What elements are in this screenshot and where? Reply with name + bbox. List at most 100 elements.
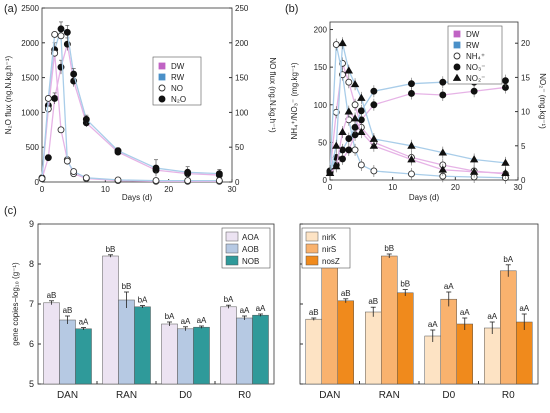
data-point-RW-NO — [57, 32, 65, 40]
y-tick-label-right: 0 — [521, 176, 526, 185]
plot-frame — [41, 7, 233, 183]
data-point-RW-N2O — [82, 115, 90, 123]
legend-label: nosZ — [322, 257, 340, 266]
y-tick-label: 8 — [29, 259, 34, 269]
y-tick-label-left: 150 — [314, 63, 328, 72]
y-axis-label-right: NO₂⁻ (mg.kg⁻¹) — [538, 73, 547, 129]
y-tick-label-left: 1500 — [21, 74, 39, 83]
data-point-RW-N2O — [70, 70, 78, 78]
panel-a-chart: 0 10 20 30050010001500200025000501001502002… — [4, 4, 277, 202]
legend-label: nirS — [322, 245, 336, 254]
data-point-DW-NO2 — [344, 107, 353, 115]
significance-label: aB — [63, 306, 73, 315]
bar-AOA-DAN — [43, 302, 60, 385]
significance-label: aA — [181, 317, 191, 326]
significance-label: aB — [368, 297, 378, 306]
legend-marker — [158, 73, 166, 81]
bar-NOB-D0 — [193, 326, 210, 385]
panel-c-chart: gene copies−log₁₀ (g⁻¹) 5 6 7 8 9 DAN aB aB aA RAN… — [11, 219, 539, 401]
category-label: R0 — [502, 390, 515, 401]
x-tick-label: 30 — [228, 185, 237, 194]
y-tick-label-right: 250 — [235, 4, 249, 13]
bar-AOA-R0 — [220, 306, 237, 385]
legend-label: NO — [171, 84, 183, 93]
data-point-RW-N2O — [152, 164, 160, 172]
bar-AOB-D0 — [177, 328, 194, 385]
legend-marker — [158, 62, 166, 70]
data-point-DW-NH4 — [351, 101, 359, 109]
y-tick-label-left: 200 — [314, 26, 328, 35]
significance-label: bA — [138, 296, 148, 305]
y-tick-label-left: 0 — [323, 176, 328, 185]
y-tick-label-left: 0 — [35, 178, 40, 187]
x-axis-label: Days (d) — [409, 193, 440, 202]
y-tick-label-right: 15 — [521, 73, 530, 82]
plot-frame — [329, 21, 519, 181]
data-point-RW-NO2 — [469, 155, 479, 163]
data-point-DW-NO3 — [370, 101, 378, 109]
data-point-DW-NO2 — [338, 127, 347, 136]
x-tick-label: 20 — [451, 183, 460, 192]
data-point-RW-NO2 — [369, 134, 379, 142]
bar-nirS-D0 — [440, 298, 457, 385]
legend-label: nirK — [322, 233, 337, 242]
data-point-RW-NO3 — [357, 107, 365, 115]
significance-label: aB — [309, 308, 319, 317]
data-point-RW-NO2 — [325, 168, 335, 177]
y-tick-label-left: 100 — [314, 101, 328, 110]
significance-label: bB — [122, 282, 132, 291]
x-tick-label: 10 — [388, 183, 397, 192]
data-point-RW-NO2 — [357, 93, 366, 101]
data-point-RW-NO3 — [345, 135, 353, 143]
y-tick-label-right: 0 — [235, 178, 240, 187]
data-point-RW-NO2 — [344, 66, 353, 74]
y-tick-label-left: 1000 — [21, 108, 39, 117]
data-point-RW-NO2 — [350, 79, 360, 88]
data-point-RW-N2O — [114, 147, 122, 155]
legend-label: RW — [466, 41, 480, 50]
data-point-DW-NO3 — [470, 87, 478, 95]
bar-nirS-RAN — [381, 255, 398, 385]
significance-label: aA — [460, 308, 470, 317]
data-point-RW-NO — [82, 174, 90, 182]
bar-nosZ-RAN — [397, 292, 414, 385]
data-point-RW-NH4 — [408, 170, 415, 178]
data-point-DW-NO2 — [332, 162, 341, 170]
data-point-RW-NO — [70, 168, 78, 176]
y-tick-label-right: 10 — [521, 108, 530, 117]
bar-nirK-D0 — [424, 335, 441, 385]
y-tick-label-left: 2000 — [21, 39, 39, 48]
significance-label: aA — [197, 316, 207, 325]
x-tick-label: 0 — [328, 183, 333, 192]
bar-nirS-R0 — [500, 270, 517, 385]
legend-swatch-AOB — [225, 243, 239, 254]
y-tick-label: 6 — [29, 339, 34, 349]
bar-NOB-RAN — [134, 306, 151, 385]
y-tick-label: 9 — [29, 219, 34, 229]
data-point-DW-NH4 — [345, 78, 353, 86]
legend-marker — [453, 52, 461, 60]
y-axis-label-left: N₂O flux (ng.N.kg.h⁻¹) — [4, 55, 13, 134]
data-point-DW-N2O — [44, 154, 52, 162]
legend-swatch-NOB — [225, 255, 239, 266]
data-point-RW-NH4 — [370, 167, 378, 175]
panel-letter-c: (c) — [4, 205, 17, 217]
x-axis-label: Days (d) — [122, 193, 153, 202]
data-point-RW-NO3 — [408, 80, 415, 88]
data-point-RW-N2O — [57, 25, 65, 33]
x-tick-label: 0 — [40, 185, 45, 194]
y-tick-label: 7 — [29, 299, 34, 309]
category-label: DAN — [57, 390, 78, 401]
legend-label: N₂O — [171, 95, 186, 104]
legend-label: DW — [171, 62, 185, 71]
data-point-RW-NO3 — [439, 78, 447, 86]
legend-label: NH₄⁺ — [466, 52, 485, 61]
data-point-DW-NO2 — [501, 168, 510, 177]
y-tick-label-left: 500 — [26, 143, 40, 152]
legend-label: RW — [171, 73, 185, 82]
legend-marker — [453, 41, 461, 49]
data-point-DW-NO2 — [357, 127, 366, 136]
legend-label: NO₂⁻ — [466, 74, 485, 83]
data-point-RW-NO3 — [370, 87, 378, 95]
